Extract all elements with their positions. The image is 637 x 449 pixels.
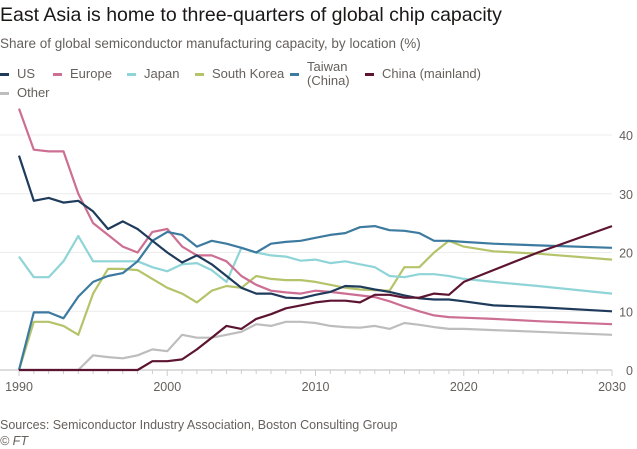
- legend-label-taiwan-line1: Taiwan: [307, 59, 348, 74]
- legend-swatch-taiwan: [290, 72, 299, 76]
- legend-taiwan: Taiwan (China): [290, 60, 350, 88]
- legend-south-korea: South Korea: [195, 67, 284, 81]
- legend-swatch-japan: [127, 72, 136, 76]
- legend-japan: Japan: [127, 67, 179, 81]
- series-line-taiwan-china: [17, 225, 613, 371]
- legend-label-us: US: [17, 66, 36, 81]
- legend-label-europe: Europe: [70, 66, 112, 81]
- legend-europe: Europe: [53, 67, 112, 81]
- chart-subtitle: Share of global semiconductor manufactur…: [0, 36, 421, 51]
- source-note: Sources: Semiconductor Industry Associat…: [0, 418, 398, 432]
- y-tick-label: 40: [619, 129, 633, 143]
- legend-label-taiwan-line2: (China): [307, 73, 350, 88]
- x-tick-label: 2020: [450, 380, 478, 394]
- legend-swatch-south-korea: [195, 72, 204, 76]
- x-tick-label: 2000: [153, 380, 181, 394]
- legend-label-other: Other: [17, 85, 50, 100]
- series-line-other: [19, 320, 613, 372]
- legend-other: Other: [0, 86, 50, 100]
- legend-label-china: China (mainland): [382, 66, 481, 81]
- y-tick-label: 0: [626, 364, 633, 378]
- x-tick-label: 2030: [598, 380, 626, 394]
- legend-label-taiwan: Taiwan (China): [307, 60, 350, 88]
- series-line-us: [17, 155, 613, 313]
- y-tick-label: 10: [619, 305, 633, 319]
- y-tick-label: 30: [619, 188, 633, 202]
- series-line-japan: [18, 234, 613, 295]
- series-line-europe: [17, 108, 613, 326]
- legend-swatch-us: [0, 72, 9, 76]
- legend-swatch-europe: [53, 72, 62, 76]
- chart-title: East Asia is home to three-quarters of g…: [0, 4, 502, 26]
- series-line-south-korea: [17, 239, 613, 371]
- x-tick-label: 2010: [302, 380, 330, 394]
- legend-us: US: [0, 67, 35, 81]
- legend-label-japan: Japan: [144, 66, 180, 81]
- legend-swatch-china: [365, 72, 374, 76]
- y-tick-label: 20: [619, 247, 633, 261]
- x-tick-label: 1990: [5, 380, 33, 394]
- series-line-china-mainland: [19, 225, 613, 372]
- legend-swatch-other: [0, 91, 9, 95]
- legend-label-south-korea: South Korea: [212, 66, 285, 81]
- copyright: © FT: [0, 434, 28, 448]
- legend-china: China (mainland): [365, 67, 481, 81]
